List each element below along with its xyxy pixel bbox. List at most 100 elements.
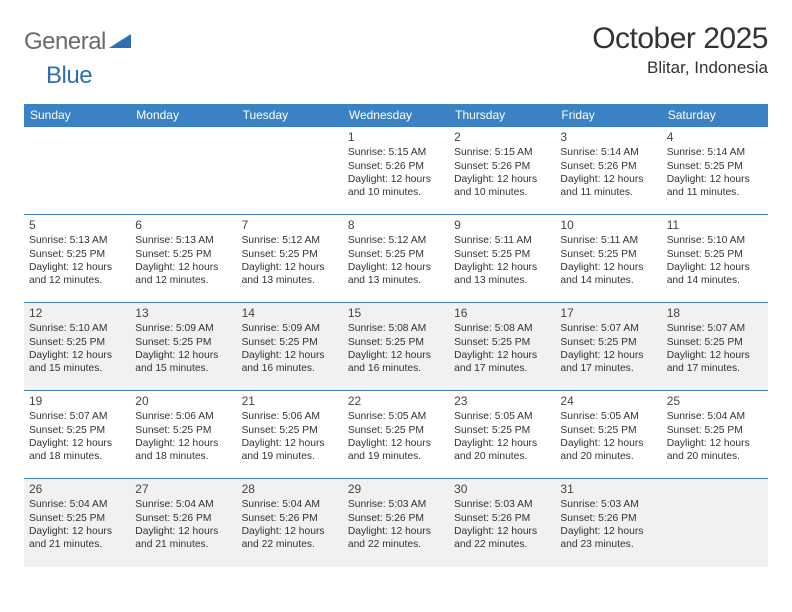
sunrise-text: Sunrise: 5:08 AM [348, 322, 444, 335]
daylight-text: Daylight: 12 hours and 18 minutes. [29, 437, 125, 463]
calendar-day-cell: 13Sunrise: 5:09 AMSunset: 5:25 PMDayligh… [130, 303, 236, 391]
calendar-week-row: 5Sunrise: 5:13 AMSunset: 5:25 PMDaylight… [24, 215, 768, 303]
calendar-day-cell: 6Sunrise: 5:13 AMSunset: 5:25 PMDaylight… [130, 215, 236, 303]
calendar-day-cell [24, 127, 130, 215]
day-number: 11 [667, 218, 763, 233]
calendar-day-cell: 26Sunrise: 5:04 AMSunset: 5:25 PMDayligh… [24, 479, 130, 567]
sunrise-text: Sunrise: 5:12 AM [348, 234, 444, 247]
sunset-text: Sunset: 5:25 PM [135, 424, 231, 437]
day-number: 26 [29, 482, 125, 497]
sunset-text: Sunset: 5:25 PM [560, 424, 656, 437]
logo-text-blue: Blue [46, 62, 92, 89]
daylight-text: Daylight: 12 hours and 18 minutes. [135, 437, 231, 463]
day-number: 28 [242, 482, 338, 497]
calendar-week-row: 12Sunrise: 5:10 AMSunset: 5:25 PMDayligh… [24, 303, 768, 391]
sunrise-text: Sunrise: 5:06 AM [242, 410, 338, 423]
sunrise-text: Sunrise: 5:13 AM [135, 234, 231, 247]
day-number: 16 [454, 306, 550, 321]
daylight-text: Daylight: 12 hours and 23 minutes. [560, 525, 656, 551]
sunset-text: Sunset: 5:26 PM [348, 512, 444, 525]
sunrise-text: Sunrise: 5:03 AM [454, 498, 550, 511]
calendar-day-cell: 21Sunrise: 5:06 AMSunset: 5:25 PMDayligh… [237, 391, 343, 479]
sunset-text: Sunset: 5:25 PM [242, 424, 338, 437]
weekday-header-row: SundayMondayTuesdayWednesdayThursdayFrid… [24, 104, 768, 127]
sunset-text: Sunset: 5:25 PM [560, 248, 656, 261]
calendar-day-cell [130, 127, 236, 215]
daylight-text: Daylight: 12 hours and 16 minutes. [348, 349, 444, 375]
sunset-text: Sunset: 5:25 PM [667, 424, 763, 437]
calendar-day-cell: 28Sunrise: 5:04 AMSunset: 5:26 PMDayligh… [237, 479, 343, 567]
location-subtitle: Blitar, Indonesia [592, 58, 768, 78]
weekday-header: Sunday [24, 104, 130, 127]
sunset-text: Sunset: 5:25 PM [560, 336, 656, 349]
calendar-day-cell: 5Sunrise: 5:13 AMSunset: 5:25 PMDaylight… [24, 215, 130, 303]
sunrise-text: Sunrise: 5:14 AM [560, 146, 656, 159]
sunrise-text: Sunrise: 5:07 AM [560, 322, 656, 335]
sunrise-text: Sunrise: 5:04 AM [242, 498, 338, 511]
day-number: 9 [454, 218, 550, 233]
sunset-text: Sunset: 5:25 PM [135, 248, 231, 261]
sunrise-text: Sunrise: 5:07 AM [667, 322, 763, 335]
sunset-text: Sunset: 5:25 PM [29, 336, 125, 349]
calendar-day-cell: 15Sunrise: 5:08 AMSunset: 5:25 PMDayligh… [343, 303, 449, 391]
daylight-text: Daylight: 12 hours and 22 minutes. [348, 525, 444, 551]
calendar-day-cell: 1Sunrise: 5:15 AMSunset: 5:26 PMDaylight… [343, 127, 449, 215]
calendar-day-cell: 24Sunrise: 5:05 AMSunset: 5:25 PMDayligh… [555, 391, 661, 479]
day-number: 7 [242, 218, 338, 233]
day-number: 17 [560, 306, 656, 321]
daylight-text: Daylight: 12 hours and 11 minutes. [560, 173, 656, 199]
daylight-text: Daylight: 12 hours and 16 minutes. [242, 349, 338, 375]
calendar-week-row: 19Sunrise: 5:07 AMSunset: 5:25 PMDayligh… [24, 391, 768, 479]
calendar-day-cell: 7Sunrise: 5:12 AMSunset: 5:25 PMDaylight… [237, 215, 343, 303]
day-number: 5 [29, 218, 125, 233]
logo-triangle-icon [109, 31, 131, 54]
daylight-text: Daylight: 12 hours and 14 minutes. [667, 261, 763, 287]
calendar-table: SundayMondayTuesdayWednesdayThursdayFrid… [24, 104, 768, 567]
calendar-day-cell: 25Sunrise: 5:04 AMSunset: 5:25 PMDayligh… [662, 391, 768, 479]
sunset-text: Sunset: 5:26 PM [348, 160, 444, 173]
day-number: 23 [454, 394, 550, 409]
sunset-text: Sunset: 5:25 PM [454, 424, 550, 437]
calendar-day-cell [237, 127, 343, 215]
calendar-day-cell: 17Sunrise: 5:07 AMSunset: 5:25 PMDayligh… [555, 303, 661, 391]
sunrise-text: Sunrise: 5:13 AM [29, 234, 125, 247]
day-number: 30 [454, 482, 550, 497]
day-number: 13 [135, 306, 231, 321]
sunrise-text: Sunrise: 5:15 AM [348, 146, 444, 159]
calendar-week-row: 1Sunrise: 5:15 AMSunset: 5:26 PMDaylight… [24, 127, 768, 215]
calendar-day-cell: 10Sunrise: 5:11 AMSunset: 5:25 PMDayligh… [555, 215, 661, 303]
sunset-text: Sunset: 5:25 PM [667, 160, 763, 173]
calendar-day-cell: 22Sunrise: 5:05 AMSunset: 5:25 PMDayligh… [343, 391, 449, 479]
sunrise-text: Sunrise: 5:10 AM [29, 322, 125, 335]
sunrise-text: Sunrise: 5:04 AM [29, 498, 125, 511]
daylight-text: Daylight: 12 hours and 12 minutes. [29, 261, 125, 287]
sunrise-text: Sunrise: 5:11 AM [560, 234, 656, 247]
sunrise-text: Sunrise: 5:05 AM [348, 410, 444, 423]
day-number: 31 [560, 482, 656, 497]
calendar-day-cell [662, 479, 768, 567]
day-number: 12 [29, 306, 125, 321]
sunrise-text: Sunrise: 5:11 AM [454, 234, 550, 247]
daylight-text: Daylight: 12 hours and 15 minutes. [135, 349, 231, 375]
daylight-text: Daylight: 12 hours and 20 minutes. [667, 437, 763, 463]
daylight-text: Daylight: 12 hours and 19 minutes. [242, 437, 338, 463]
sunset-text: Sunset: 5:25 PM [242, 336, 338, 349]
weekday-header: Saturday [662, 104, 768, 127]
day-number: 1 [348, 130, 444, 145]
sunset-text: Sunset: 5:25 PM [29, 424, 125, 437]
calendar-day-cell: 11Sunrise: 5:10 AMSunset: 5:25 PMDayligh… [662, 215, 768, 303]
day-number: 24 [560, 394, 656, 409]
weekday-header: Tuesday [237, 104, 343, 127]
sunrise-text: Sunrise: 5:14 AM [667, 146, 763, 159]
daylight-text: Daylight: 12 hours and 21 minutes. [29, 525, 125, 551]
weekday-header: Monday [130, 104, 236, 127]
daylight-text: Daylight: 12 hours and 10 minutes. [348, 173, 444, 199]
calendar-week-row: 26Sunrise: 5:04 AMSunset: 5:25 PMDayligh… [24, 479, 768, 567]
sunset-text: Sunset: 5:25 PM [242, 248, 338, 261]
calendar-day-cell: 29Sunrise: 5:03 AMSunset: 5:26 PMDayligh… [343, 479, 449, 567]
daylight-text: Daylight: 12 hours and 11 minutes. [667, 173, 763, 199]
daylight-text: Daylight: 12 hours and 22 minutes. [242, 525, 338, 551]
day-number: 15 [348, 306, 444, 321]
day-number: 21 [242, 394, 338, 409]
page-title: October 2025 [592, 22, 768, 56]
